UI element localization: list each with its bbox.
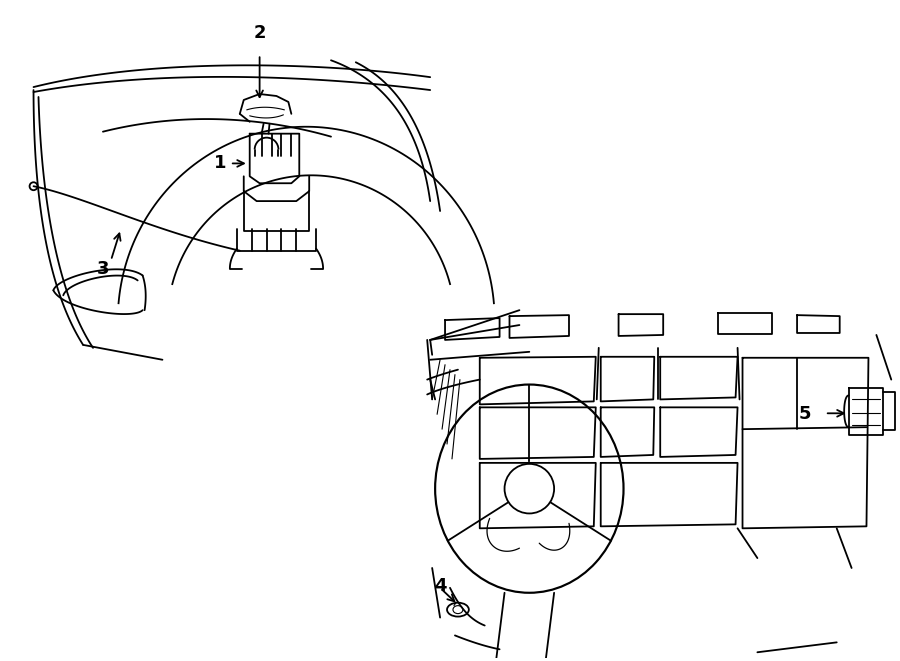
Text: 2: 2 [254,24,266,42]
Text: 5: 5 [798,405,811,423]
Text: 4: 4 [434,577,446,595]
Text: 1: 1 [213,155,226,173]
Circle shape [30,182,38,190]
Text: 3: 3 [96,260,109,278]
